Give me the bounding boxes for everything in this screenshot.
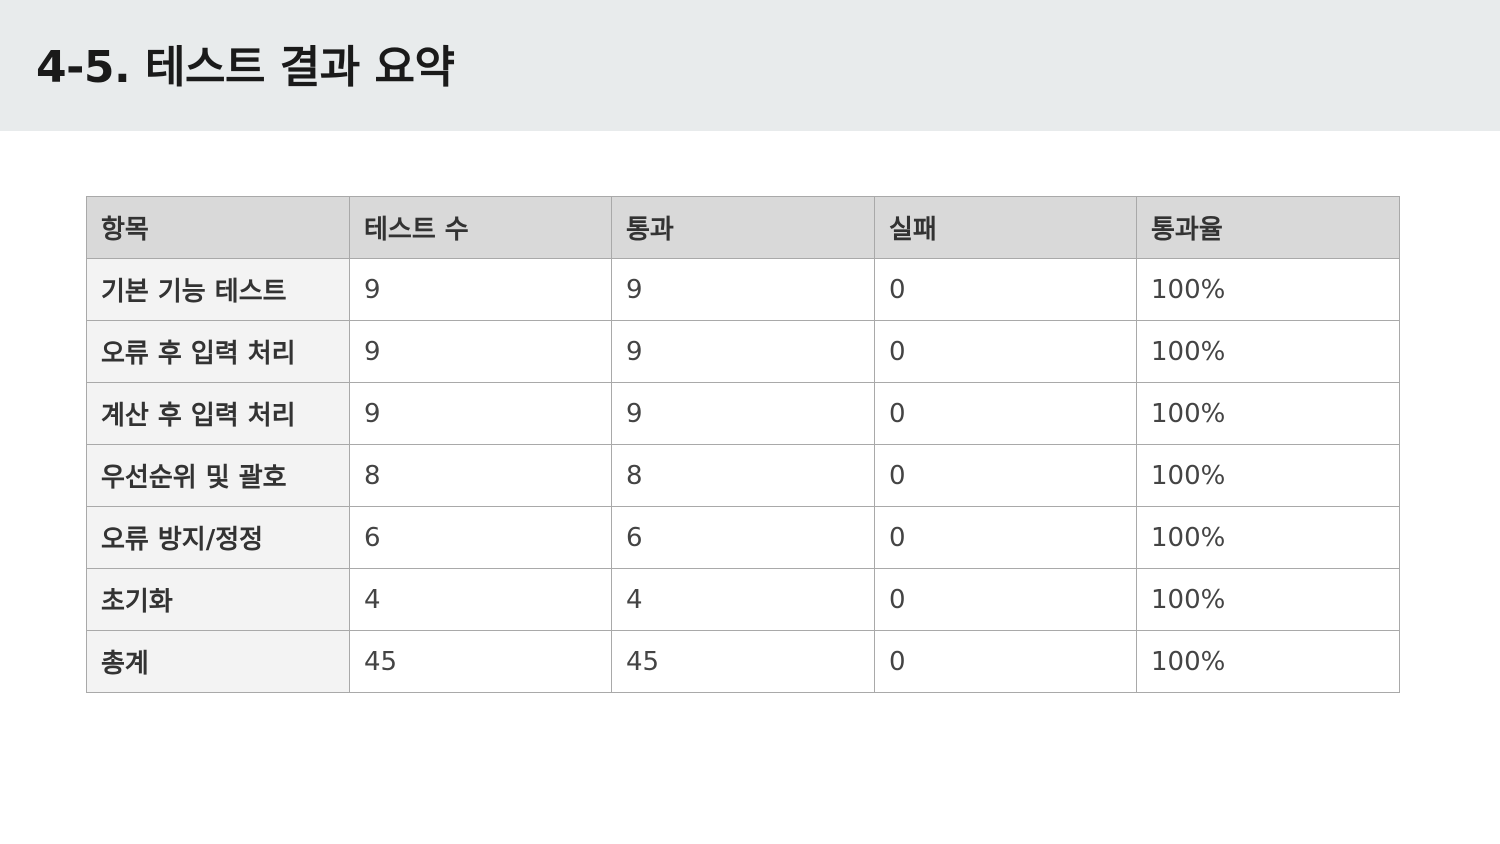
test-count-cell: 4 — [349, 568, 612, 631]
failed-cell: 0 — [874, 568, 1137, 631]
test-count-cell: 9 — [349, 258, 612, 321]
failed-cell: 0 — [874, 320, 1137, 383]
row-label: 오류 방지/정정 — [86, 506, 350, 569]
title-band: 4-5. 테스트 결과 요약 — [0, 0, 1500, 131]
failed-cell: 0 — [874, 382, 1137, 445]
passed-cell: 4 — [611, 568, 875, 631]
pass-rate-cell: 100% — [1136, 568, 1400, 631]
row-label: 계산 후 입력 처리 — [86, 382, 350, 445]
test-summary-table: 항목 테스트 수 통과 실패 통과율 기본 기능 테스트 9 9 0 100% … — [86, 196, 1400, 693]
column-header-failed: 실패 — [874, 196, 1137, 259]
pass-rate-cell: 100% — [1136, 444, 1400, 507]
pass-rate-cell: 100% — [1136, 506, 1400, 569]
column-header-test-count: 테스트 수 — [349, 196, 612, 259]
failed-cell: 0 — [874, 444, 1137, 507]
column-header-pass-rate: 통과율 — [1136, 196, 1400, 259]
table-row: 오류 방지/정정 6 6 0 100% — [86, 506, 1400, 569]
column-header-item: 항목 — [86, 196, 350, 259]
table-row: 오류 후 입력 처리 9 9 0 100% — [86, 320, 1400, 383]
row-label: 오류 후 입력 처리 — [86, 320, 350, 383]
pass-rate-cell: 100% — [1136, 382, 1400, 445]
column-header-passed: 통과 — [611, 196, 875, 259]
test-count-cell: 9 — [349, 320, 612, 383]
passed-cell: 8 — [611, 444, 875, 507]
passed-cell: 6 — [611, 506, 875, 569]
test-count-cell: 9 — [349, 382, 612, 445]
row-label: 초기화 — [86, 568, 350, 631]
row-label: 기본 기능 테스트 — [86, 258, 350, 321]
pass-rate-cell: 100% — [1136, 630, 1400, 693]
test-count-cell: 6 — [349, 506, 612, 569]
table-row: 기본 기능 테스트 9 9 0 100% — [86, 258, 1400, 321]
failed-cell: 0 — [874, 258, 1137, 321]
table-row: 우선순위 및 괄호 8 8 0 100% — [86, 444, 1400, 507]
failed-cell: 0 — [874, 506, 1137, 569]
passed-cell: 45 — [611, 630, 875, 693]
page-title: 4-5. 테스트 결과 요약 — [36, 42, 455, 93]
row-label: 총계 — [86, 630, 350, 693]
table-row: 초기화 4 4 0 100% — [86, 568, 1400, 631]
test-count-cell: 45 — [349, 630, 612, 693]
pass-rate-cell: 100% — [1136, 258, 1400, 321]
row-label: 우선순위 및 괄호 — [86, 444, 350, 507]
table-row-total: 총계 45 45 0 100% — [86, 630, 1400, 693]
passed-cell: 9 — [611, 382, 875, 445]
table-row: 계산 후 입력 처리 9 9 0 100% — [86, 382, 1400, 445]
test-count-cell: 8 — [349, 444, 612, 507]
table-header-row: 항목 테스트 수 통과 실패 통과율 — [86, 196, 1400, 259]
pass-rate-cell: 100% — [1136, 320, 1400, 383]
passed-cell: 9 — [611, 320, 875, 383]
passed-cell: 9 — [611, 258, 875, 321]
failed-cell: 0 — [874, 630, 1137, 693]
